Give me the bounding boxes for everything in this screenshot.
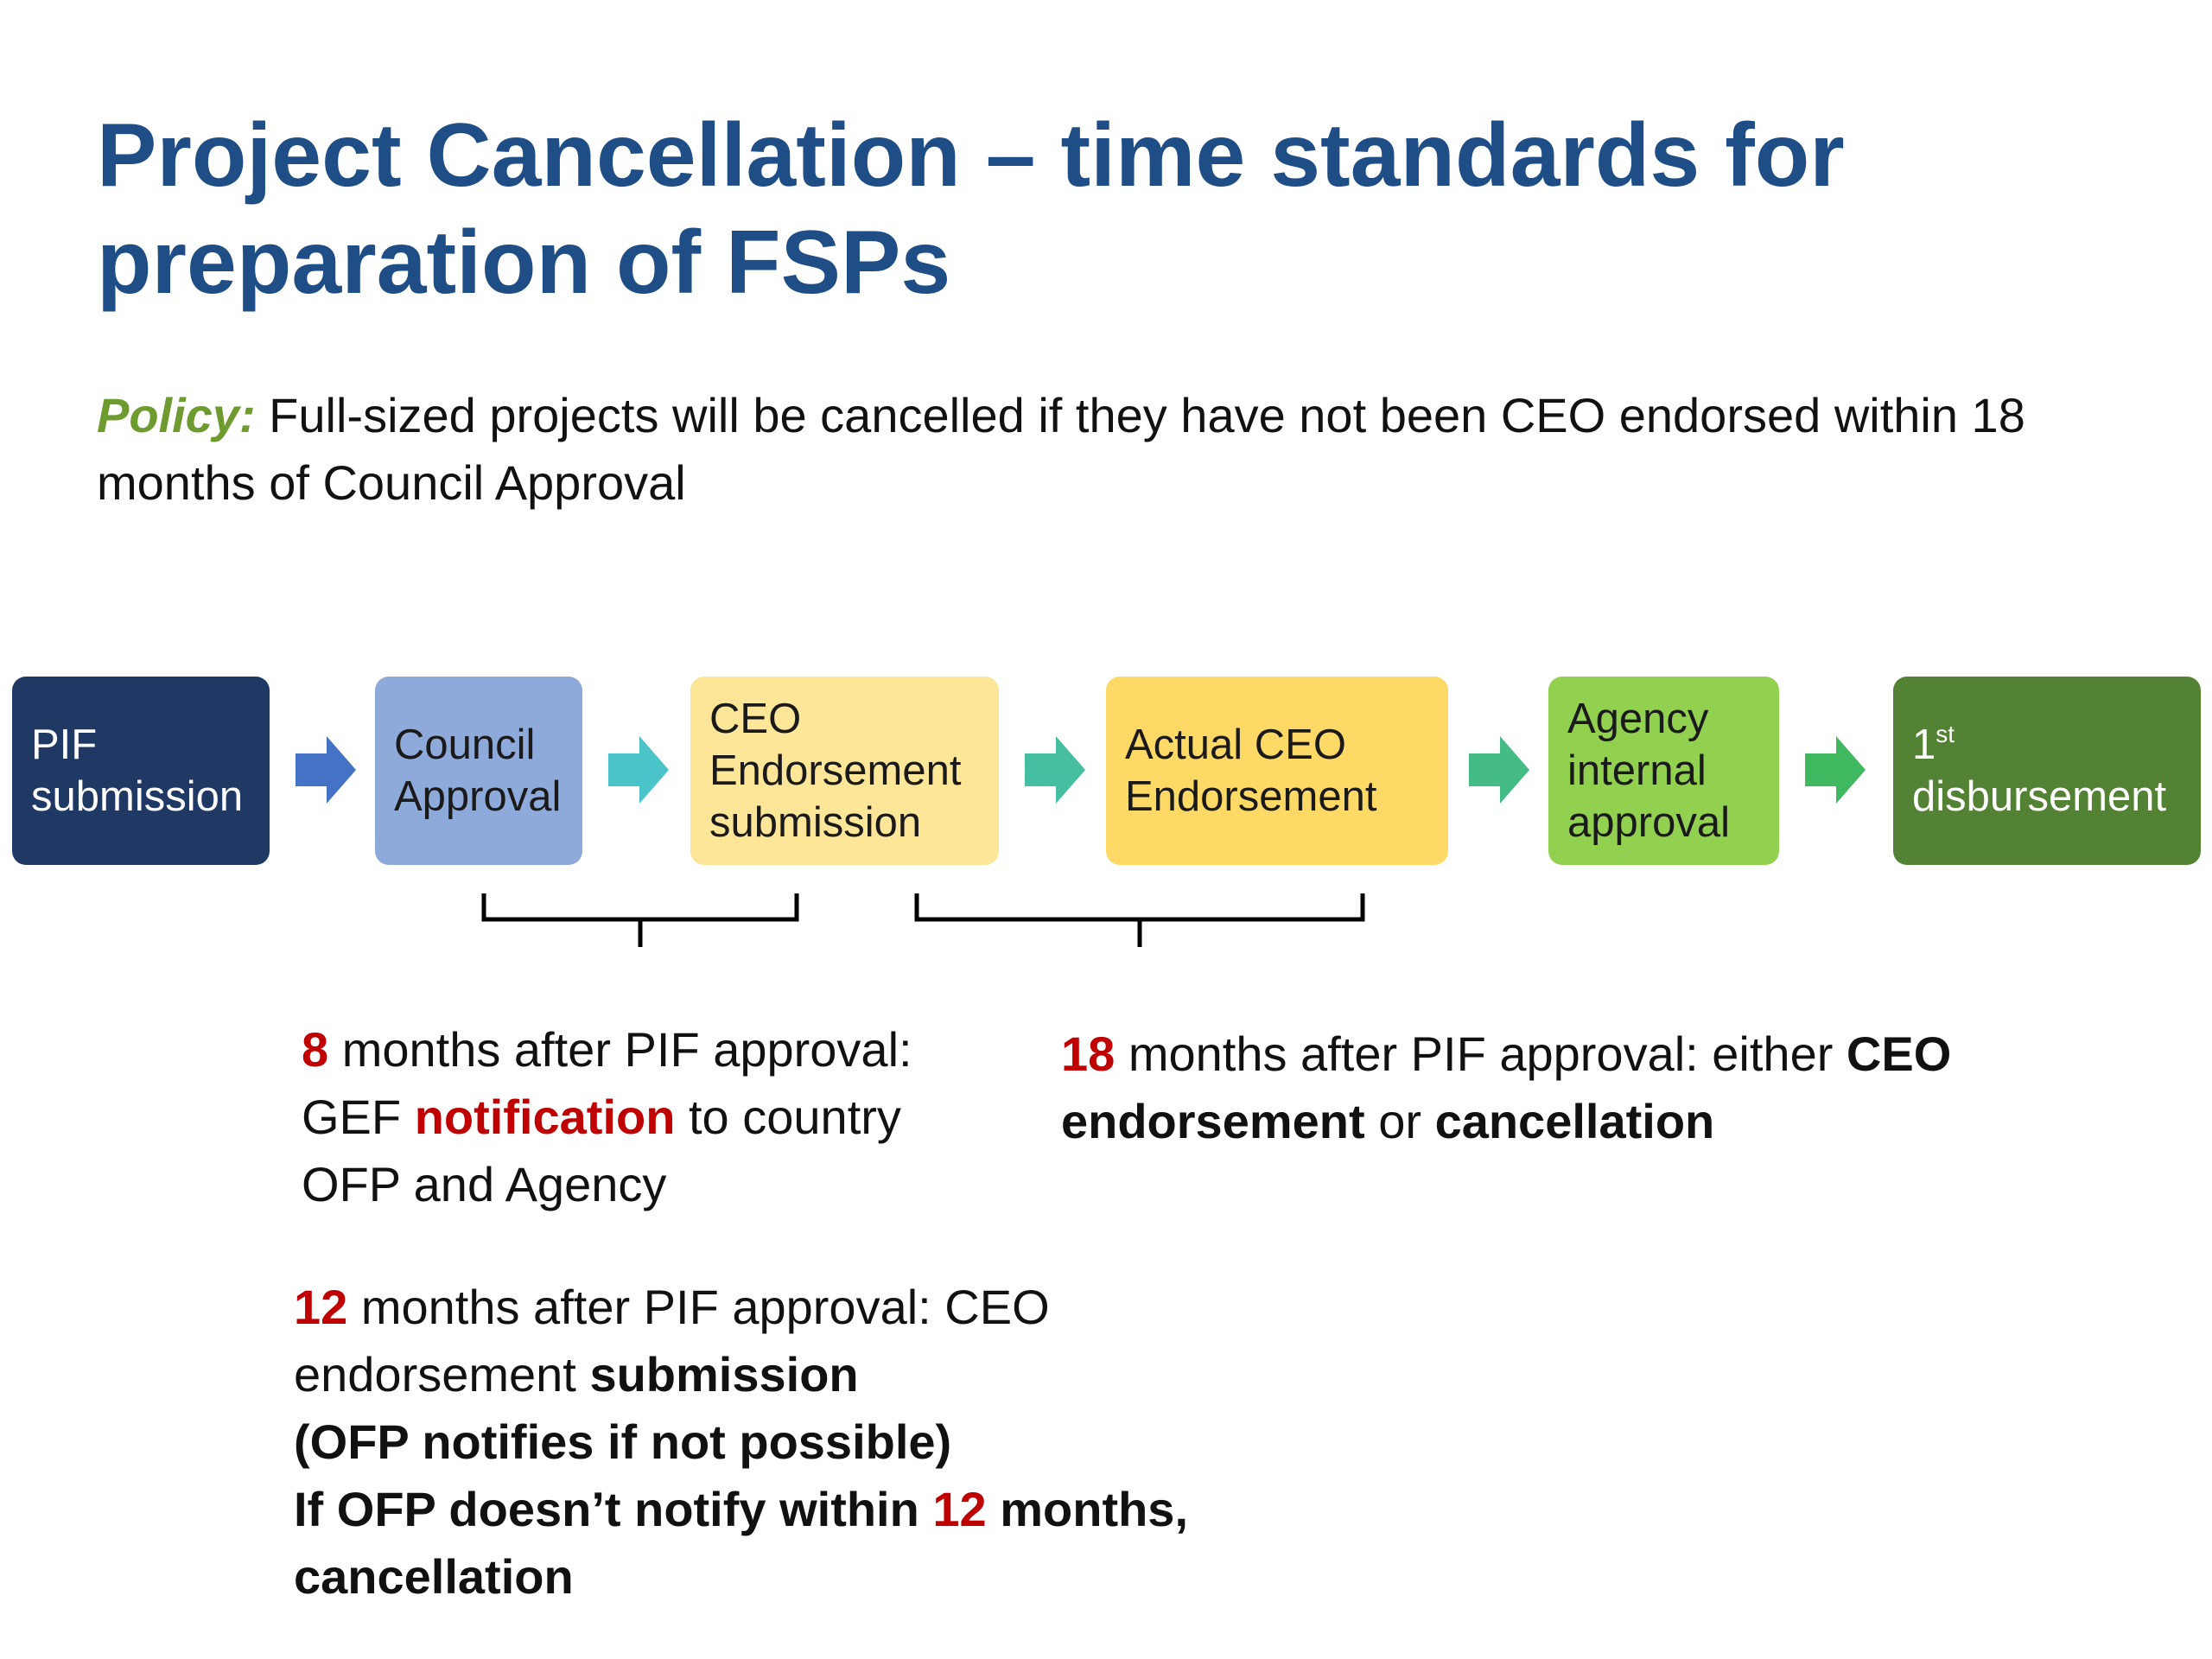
note-line: If OFP doesn’t notify within 12 months, xyxy=(294,1476,1262,1543)
step-label: CEO Endorsement submission xyxy=(709,696,962,846)
note-text: or xyxy=(1364,1094,1435,1148)
step-agency-internal-approval: Agency internal approval xyxy=(1548,677,1779,865)
step-actual-ceo-endorsement: Actual CEO Endorsement xyxy=(1106,677,1448,865)
note-8-months: 8 months after PIF approval: GEF notific… xyxy=(302,1016,958,1218)
note-number: 18 xyxy=(1061,1027,1116,1081)
note-line: (OFP notifies if not possible) xyxy=(294,1414,952,1469)
note-12-months: 12 months after PIF approval: CEO endors… xyxy=(294,1274,1262,1611)
step-label: Actual CEO Endorsement xyxy=(1125,721,1377,820)
note-line: cancellation xyxy=(294,1549,574,1604)
policy-statement: Policy: Full-sized projects will be canc… xyxy=(97,382,2127,517)
flow-arrow-icon xyxy=(296,736,356,804)
flow-arrow-icon xyxy=(1805,736,1866,804)
note-number: 12 xyxy=(932,1482,987,1536)
note-text: months after PIF approval: GEF xyxy=(302,1022,912,1144)
note-text: If OFP doesn’t notify within xyxy=(294,1482,933,1536)
flow-arrow-icon xyxy=(1025,736,1085,804)
step-label-ordinal-suffix: st xyxy=(1936,721,1955,747)
note-18-months: 18 months after PIF approval: either CEO… xyxy=(1061,1020,2098,1155)
note-highlight: notification xyxy=(414,1090,676,1144)
brace-18-months xyxy=(914,893,1365,947)
step-label-ordinal: 1 xyxy=(1912,721,1936,768)
note-number: 12 xyxy=(294,1280,348,1334)
note-text: months after PIF approval: either xyxy=(1115,1027,1847,1081)
note-bold: submission xyxy=(589,1347,859,1402)
flow-arrow-icon xyxy=(1469,736,1529,804)
step-label: Council Approval xyxy=(394,721,562,820)
policy-label: Policy: xyxy=(97,388,256,442)
note-bold: cancellation xyxy=(1434,1094,1715,1148)
slide-title: Project Cancellation – time standards fo… xyxy=(97,105,1845,313)
note-text: months, xyxy=(986,1482,1188,1536)
note-bold: CEO endorsement xyxy=(1061,1027,1952,1148)
step-label: 1st disbursement xyxy=(1912,719,2166,823)
note-text: to country OFP and Agency xyxy=(302,1090,901,1211)
note-line: 12 months after PIF approval: CEO endors… xyxy=(294,1274,1106,1408)
brace-8-months xyxy=(481,893,799,947)
step-ceo-endorsement-submission: CEO Endorsement submission xyxy=(690,677,999,865)
note-text: months after PIF approval: CEO endorseme… xyxy=(294,1280,1050,1402)
step-first-disbursement: 1st disbursement xyxy=(1893,677,2201,865)
step-pif-submission: PIF submission xyxy=(12,677,270,865)
note-number: 8 xyxy=(302,1022,329,1077)
flow-arrow-icon xyxy=(608,736,669,804)
policy-text: Full-sized projects will be cancelled if… xyxy=(97,388,2025,510)
step-council-approval: Council Approval xyxy=(375,677,582,865)
step-label: PIF submission xyxy=(31,721,244,820)
step-label-rest: disbursement xyxy=(1912,773,2167,820)
step-label: Agency internal approval xyxy=(1567,696,1730,846)
